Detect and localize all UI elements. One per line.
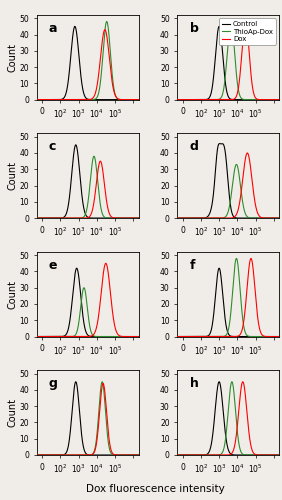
Text: f: f bbox=[190, 258, 195, 272]
Text: g: g bbox=[49, 377, 58, 390]
Text: b: b bbox=[190, 22, 198, 35]
Text: c: c bbox=[49, 140, 56, 153]
Text: d: d bbox=[190, 140, 198, 153]
Y-axis label: Count: Count bbox=[8, 280, 18, 308]
Text: a: a bbox=[49, 22, 58, 35]
Text: Dox fluorescence intensity: Dox fluorescence intensity bbox=[86, 484, 224, 494]
Legend: Control, ThioAp-Dox, Dox: Control, ThioAp-Dox, Dox bbox=[219, 18, 276, 45]
Text: h: h bbox=[190, 377, 198, 390]
Text: e: e bbox=[49, 258, 58, 272]
Y-axis label: Count: Count bbox=[8, 162, 18, 190]
Y-axis label: Count: Count bbox=[8, 398, 18, 427]
Y-axis label: Count: Count bbox=[8, 43, 18, 72]
